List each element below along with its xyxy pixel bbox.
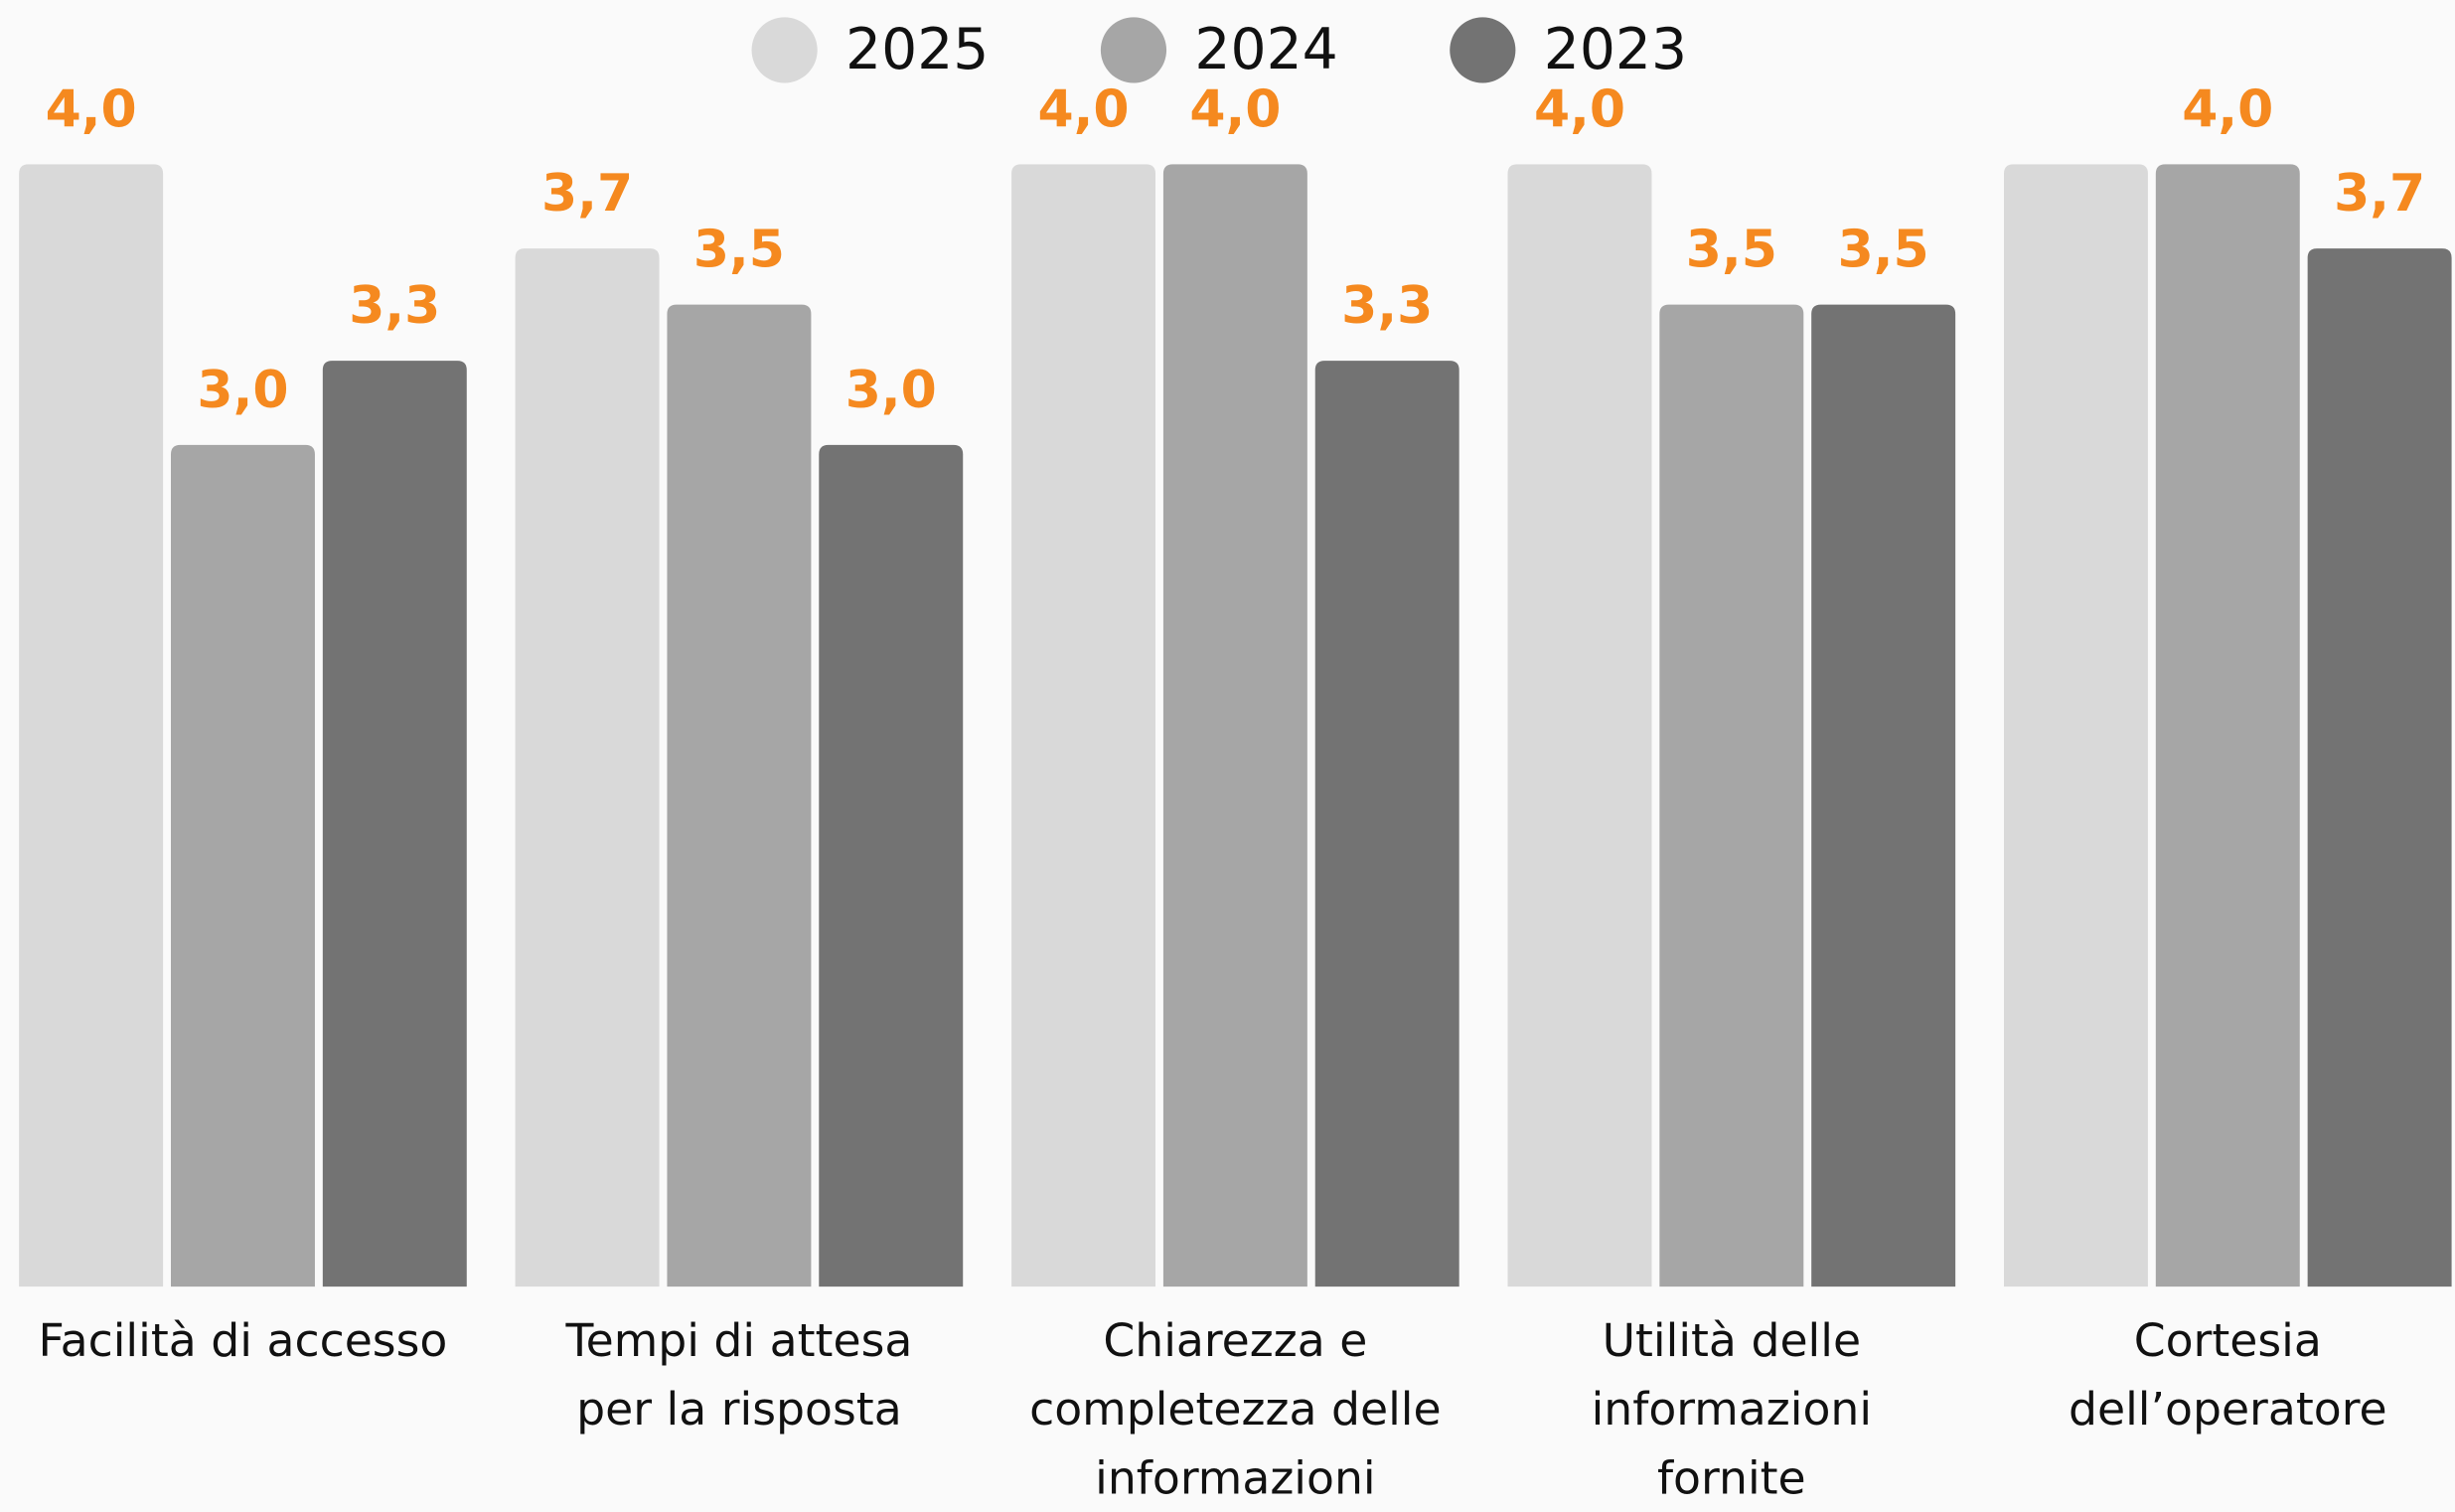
legend-swatch bbox=[751, 17, 818, 83]
bar bbox=[667, 304, 812, 1287]
x-tick-label-line: Tempi di attesa bbox=[564, 1313, 912, 1366]
data-label: 4,0 bbox=[1038, 79, 1130, 139]
data-label: 3,5 bbox=[1686, 221, 1777, 280]
data-label: 3,7 bbox=[541, 164, 633, 224]
data-label: 3,0 bbox=[197, 361, 288, 420]
bar bbox=[2155, 164, 2300, 1287]
legend-label: 2024 bbox=[1194, 17, 1337, 82]
bar bbox=[2307, 248, 2452, 1287]
data-label: 3,5 bbox=[1838, 221, 1929, 280]
bar bbox=[19, 164, 164, 1287]
bar bbox=[1811, 304, 1956, 1287]
x-tick-label-line: Facilità di accesso bbox=[39, 1313, 448, 1366]
bar bbox=[1011, 164, 1156, 1287]
legend-label: 2025 bbox=[845, 17, 989, 82]
bar bbox=[1162, 164, 1307, 1287]
bar bbox=[322, 361, 467, 1287]
bar bbox=[1314, 361, 1459, 1287]
data-label: 3,7 bbox=[2334, 164, 2425, 224]
data-label: 3,0 bbox=[845, 361, 937, 420]
data-label: 4,0 bbox=[1534, 79, 1625, 139]
legend-label: 2023 bbox=[1544, 17, 1687, 82]
data-label: 3,3 bbox=[349, 276, 440, 336]
legend-swatch bbox=[1100, 17, 1167, 83]
x-tick-label-line: per la risposta bbox=[576, 1383, 902, 1436]
x-tick-label-line: dell’operatore bbox=[2069, 1383, 2387, 1436]
x-tick-label-line: informazioni bbox=[1592, 1383, 1872, 1436]
bar bbox=[170, 444, 315, 1287]
bar bbox=[515, 248, 660, 1287]
bar bbox=[1507, 164, 1652, 1287]
x-tick-label-line: informazioni bbox=[1095, 1451, 1375, 1504]
data-label: 3,3 bbox=[1341, 276, 1433, 336]
x-tick-label-line: completezza delle bbox=[1029, 1383, 1442, 1436]
x-tick-label-line: Cortesia bbox=[2134, 1313, 2322, 1366]
data-label: 4,0 bbox=[46, 79, 137, 139]
x-tick-label: Utilità delle informazioni fornite bbox=[1592, 1313, 1872, 1504]
data-label: 3,5 bbox=[693, 221, 785, 280]
x-tick-label-line: Chiarezza e bbox=[1103, 1313, 1367, 1366]
bar bbox=[819, 444, 964, 1287]
x-tick-label: Cortesia dell’operatore bbox=[2069, 1313, 2387, 1435]
x-tick-label: Chiarezza e completezza delle informazioni bbox=[1029, 1313, 1442, 1504]
x-tick-label: Tempi di attesa per la risposta bbox=[564, 1313, 912, 1435]
bar bbox=[2003, 164, 2148, 1287]
x-tick-label-line: fornite bbox=[1657, 1451, 1806, 1504]
x-tick-label-line: Utilità delle bbox=[1603, 1313, 1861, 1366]
legend-swatch bbox=[1450, 17, 1516, 83]
data-label: 4,0 bbox=[2182, 79, 2273, 139]
bar bbox=[1659, 304, 1804, 1287]
x-tick-label: Facilità di accesso bbox=[39, 1313, 448, 1366]
data-label: 4,0 bbox=[1189, 79, 1281, 139]
